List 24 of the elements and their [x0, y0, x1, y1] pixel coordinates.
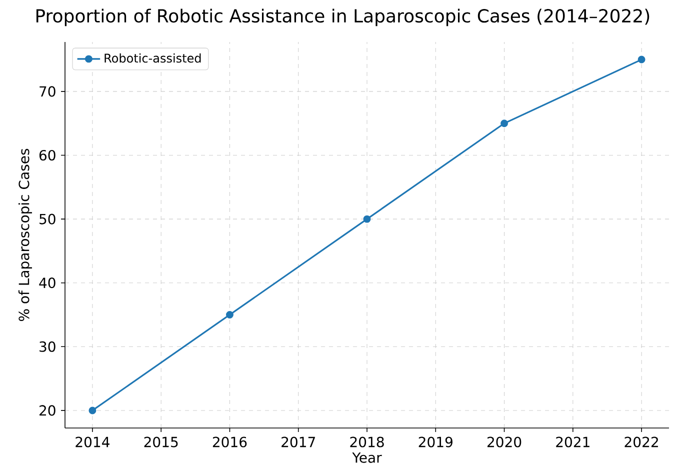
y-tick-label: 30	[40, 341, 56, 352]
legend-label: Robotic-assisted	[104, 53, 201, 63]
point	[638, 56, 646, 64]
y-tick-label: 50	[40, 214, 56, 224]
x-tick-label: 2015	[144, 436, 178, 448]
y-tick-label: 40	[39, 278, 56, 288]
x-tick-label: 2016	[212, 436, 247, 448]
point	[500, 120, 508, 128]
y-tick-label: 70	[40, 86, 56, 97]
chart-title: Proportion of Robotic Assistance in Laparoscopic Cases (2014–2022)	[36, 8, 650, 26]
x-tick-label: 2017	[282, 436, 315, 448]
x-tick-label: 2019	[418, 436, 452, 448]
x-tick-label: 2022	[624, 436, 658, 448]
x-tick-label: 2020	[487, 436, 522, 448]
x-tick-label: 2018	[350, 436, 384, 448]
x-axis-title: Year	[352, 452, 382, 463]
x-tick-label: 2014	[76, 436, 110, 448]
y-tick-label: 20	[40, 405, 56, 416]
y-tick-label: 60	[39, 150, 56, 161]
x-tick-label: 2021	[556, 436, 590, 448]
point	[363, 215, 371, 223]
point	[88, 406, 96, 414]
point	[226, 311, 234, 318]
y-axis-title: % of Laparoscopic Cases	[18, 148, 32, 322]
